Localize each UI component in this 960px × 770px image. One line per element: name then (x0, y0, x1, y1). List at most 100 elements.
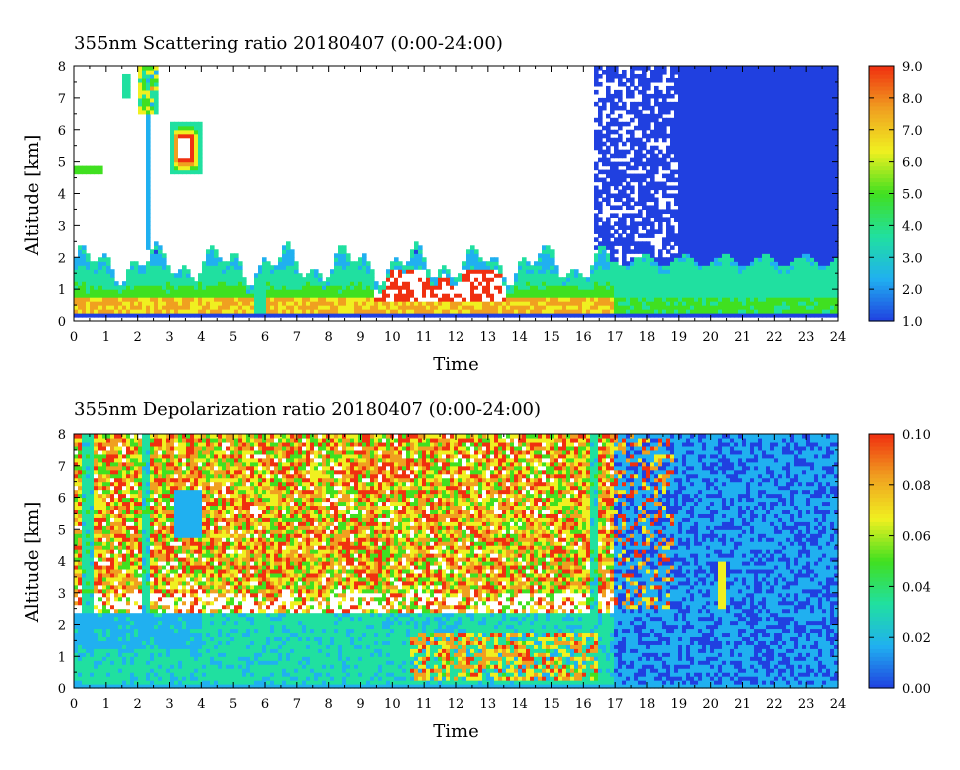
heatmap-cell (702, 241, 707, 246)
heatmap-cell (118, 285, 123, 290)
heatmap-cell (706, 69, 711, 75)
heatmap-cell (806, 117, 811, 123)
heatmap-cell (74, 297, 79, 302)
heatmap-cell (490, 305, 495, 310)
heatmap-cell (790, 89, 795, 95)
heatmap-cell (670, 117, 675, 123)
heatmap-cell (666, 109, 671, 115)
heatmap-cell (282, 297, 287, 302)
heatmap-cell (462, 305, 467, 310)
heatmap-cell (434, 305, 439, 310)
heatmap-cell (266, 309, 271, 314)
heatmap-cell (702, 285, 707, 290)
heatmap-cell (806, 249, 811, 254)
heatmap-cell (602, 273, 607, 278)
heatmap-cell (594, 313, 599, 318)
heatmap-cell (730, 113, 735, 119)
heatmap-cell (706, 257, 711, 262)
heatmap-cell (282, 313, 287, 318)
heatmap-cell (626, 89, 631, 95)
heatmap-cell (366, 281, 371, 286)
heatmap-cell (706, 149, 711, 155)
heatmap-cell (766, 153, 771, 159)
heatmap-cell (666, 121, 671, 127)
heatmap-cell (646, 197, 651, 203)
heatmap-cell (190, 165, 195, 171)
heatmap-cell (690, 66, 695, 71)
heatmap-cell (666, 221, 671, 226)
heatmap-cell (390, 293, 395, 298)
heatmap-cell (806, 237, 811, 242)
heatmap-cell (210, 265, 215, 270)
heatmap-cell (482, 269, 487, 274)
heatmap-cell (730, 241, 735, 246)
heatmap-cell (658, 101, 663, 107)
heatmap-cell (730, 205, 735, 211)
heatmap-cell (282, 301, 287, 306)
heatmap-cell (634, 273, 639, 278)
heatmap-cell (210, 257, 215, 262)
heatmap-cell (366, 273, 371, 278)
heatmap-cell (654, 157, 659, 163)
heatmap-cell (86, 165, 91, 171)
heatmap-cell (646, 101, 651, 107)
heatmap-cell (146, 101, 151, 107)
heatmap-cell (294, 301, 299, 306)
heatmap-cell (678, 213, 683, 218)
heatmap-cell (326, 277, 331, 282)
heatmap-cell (94, 293, 99, 298)
heatmap-cell (194, 305, 199, 310)
heatmap-cell (710, 205, 715, 211)
heatmap-cell (778, 221, 783, 226)
heatmap-cell (190, 301, 195, 306)
heatmap-cell (670, 261, 675, 266)
heatmap-cell (262, 257, 267, 262)
heatmap-cell (226, 285, 231, 290)
heatmap-cell (734, 109, 739, 115)
heatmap-cell (286, 301, 291, 306)
heatmap-cell (138, 273, 143, 278)
heatmap-cell (210, 261, 215, 266)
heatmap-cell (354, 313, 359, 318)
heatmap-cell (358, 265, 363, 270)
heatmap-cell (238, 261, 243, 266)
heatmap-cell (218, 277, 223, 282)
heatmap-cell (326, 293, 331, 298)
heatmap-cell (198, 281, 203, 286)
heatmap-cell (394, 265, 399, 270)
heatmap-cell (790, 93, 795, 99)
heatmap-cell (610, 169, 615, 175)
heatmap-cell (318, 273, 323, 278)
heatmap-cell (646, 117, 651, 123)
heatmap-cell (758, 117, 763, 123)
heatmap-cell (86, 281, 91, 286)
heatmap-cell (610, 161, 615, 167)
heatmap-cell (594, 165, 599, 171)
heatmap-cell (102, 261, 107, 266)
heatmap-cell (694, 137, 699, 143)
heatmap-cell (366, 293, 371, 298)
heatmap-cell (794, 197, 799, 203)
heatmap-cell (614, 249, 619, 254)
heatmap-cell (618, 161, 623, 167)
heatmap-cell (194, 145, 199, 151)
heatmap-cell (478, 309, 483, 314)
heatmap-cell (754, 221, 759, 226)
heatmap-cell (614, 261, 619, 266)
heatmap-cell (646, 269, 651, 274)
heatmap-cell (726, 93, 731, 99)
heatmap-cell (770, 261, 775, 266)
heatmap-cell (182, 285, 187, 290)
heatmap-cell (526, 293, 531, 298)
heatmap-cell (394, 257, 399, 262)
heatmap-cell (674, 109, 679, 115)
heatmap-cell (278, 269, 283, 274)
heatmap-cell (762, 257, 767, 262)
heatmap-cell (670, 233, 675, 238)
heatmap-cell (794, 265, 799, 270)
heatmap-cell (186, 289, 191, 294)
heatmap-cell (734, 205, 739, 211)
heatmap-cell (310, 293, 315, 298)
heatmap-cell (98, 297, 103, 302)
heatmap-cell (546, 289, 551, 294)
